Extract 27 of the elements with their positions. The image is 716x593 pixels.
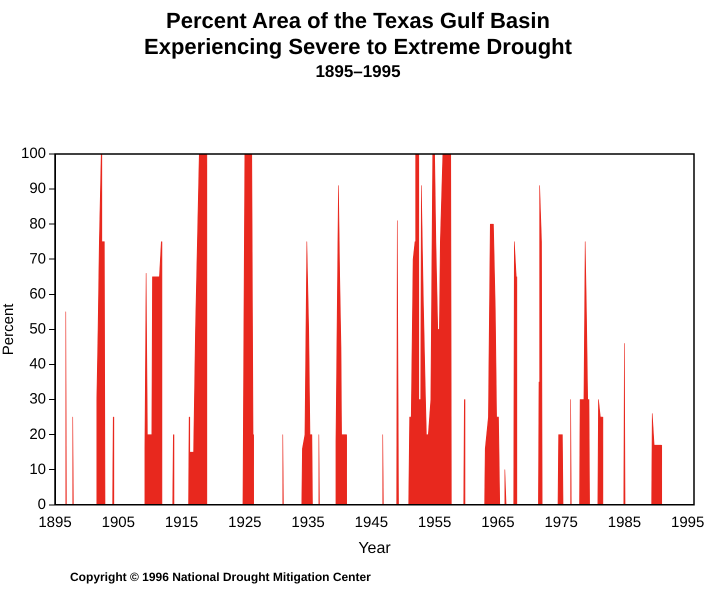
y-tick-label: 100 xyxy=(20,145,46,162)
x-tick-label: 1945 xyxy=(354,514,388,531)
y-tick-label: 20 xyxy=(29,426,46,443)
y-tick-label: 50 xyxy=(29,320,46,338)
chart-subtitle: 1895–1995 xyxy=(314,62,402,82)
chart-title: Percent Area of the Texas Gulf Basin Experiencing Severe to Extreme Drought xyxy=(143,8,573,60)
y-tick-label: 80 xyxy=(29,215,46,232)
x-axis-title: Year xyxy=(358,540,392,557)
x-tick-label: 1965 xyxy=(481,514,515,531)
y-tick-label: 40 xyxy=(29,356,46,373)
text: Copyright © 1996 National Drought Mitigation Center xyxy=(70,570,371,584)
x-tick-label: 1955 xyxy=(418,514,452,531)
x-tick-label: 1915 xyxy=(164,514,198,531)
y-tick-label: 30 xyxy=(29,390,46,408)
y-tick-label: 70 xyxy=(29,250,46,268)
y-tick-label: 10 xyxy=(29,460,46,478)
y-tick-label: 90 xyxy=(29,180,46,198)
y-tick-label: 0 xyxy=(38,496,46,513)
x-tick-label: 1925 xyxy=(228,514,262,531)
x-tick-label: 1975 xyxy=(544,514,578,531)
x-tick-label: 1905 xyxy=(102,514,135,531)
y-tick-label: 60 xyxy=(29,285,46,302)
x-tick-label: 1995 xyxy=(670,514,704,531)
x-tick-label: 1895 xyxy=(38,514,72,531)
x-tick-label: 1935 xyxy=(291,514,325,531)
x-tick-label: 1985 xyxy=(608,514,642,531)
y-axis-title: Percent xyxy=(0,302,18,356)
